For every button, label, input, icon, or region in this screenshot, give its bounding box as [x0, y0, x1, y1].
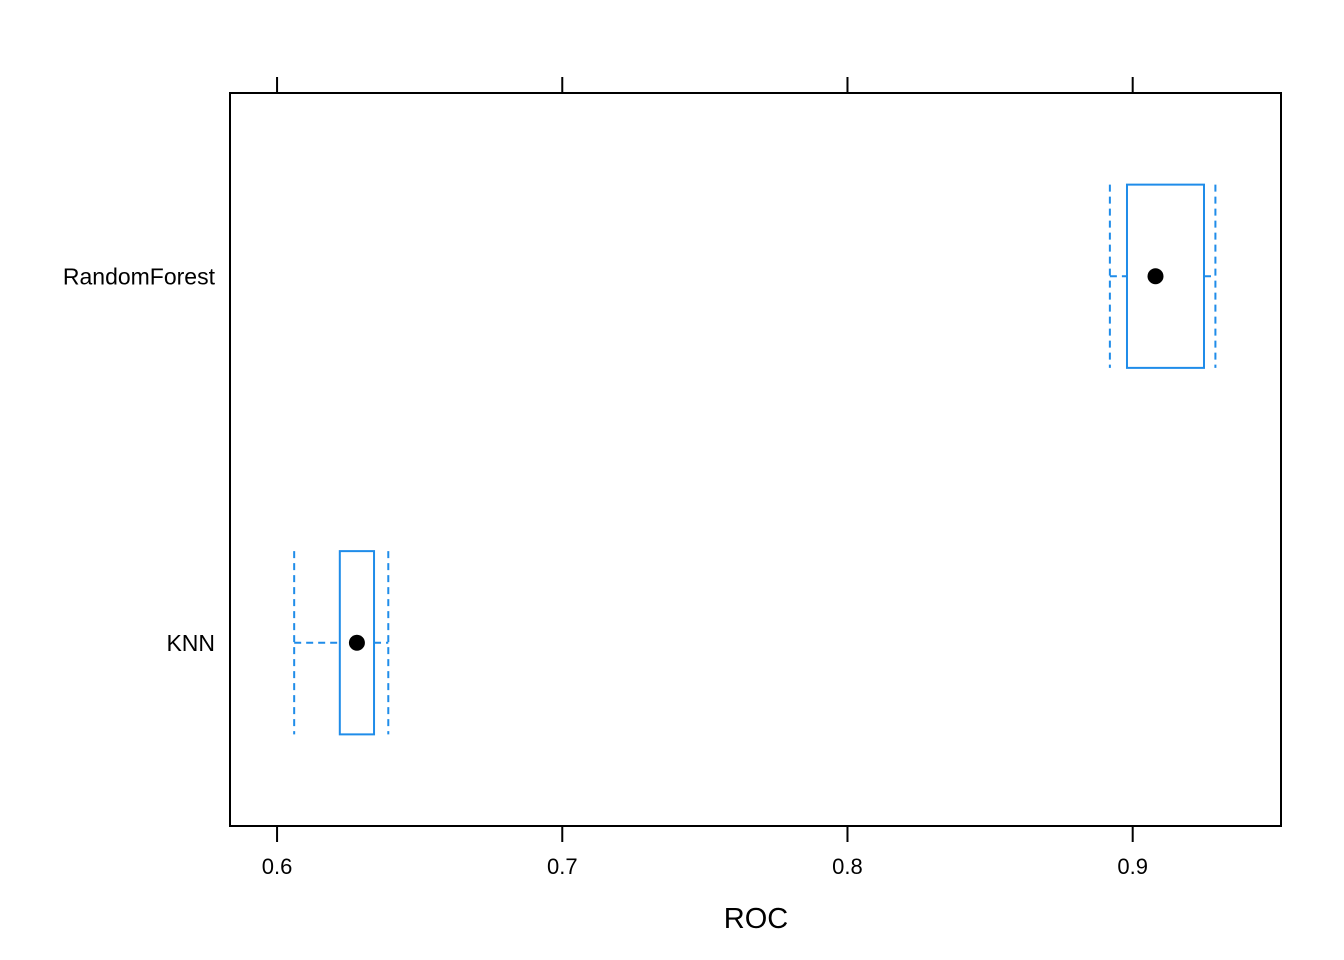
x-tick-labels: 0.6 0.7 0.8 0.9: [262, 854, 1148, 879]
boxes: [293, 183, 1217, 736]
category-label: KNN: [166, 630, 215, 656]
box-knn: [293, 550, 390, 736]
median-dot: [1147, 268, 1164, 285]
iqr-box: [338, 550, 376, 736]
iqr-box: [1125, 183, 1205, 369]
bottom-ticks: [276, 826, 1134, 842]
box-randomforest: [1108, 183, 1217, 369]
category-labels: KNN RandomForest: [63, 263, 216, 656]
x-tick-label: 0.6: [262, 854, 293, 879]
x-tick-label: 0.8: [832, 854, 863, 879]
x-axis-label: ROC: [724, 903, 788, 935]
median-dot: [348, 634, 365, 651]
x-tick-label: 0.9: [1117, 854, 1148, 879]
x-tick-label: 0.7: [547, 854, 578, 879]
category-label: RandomForest: [63, 263, 216, 289]
top-ticks: [276, 77, 1134, 93]
plot-frame: [229, 92, 1282, 827]
